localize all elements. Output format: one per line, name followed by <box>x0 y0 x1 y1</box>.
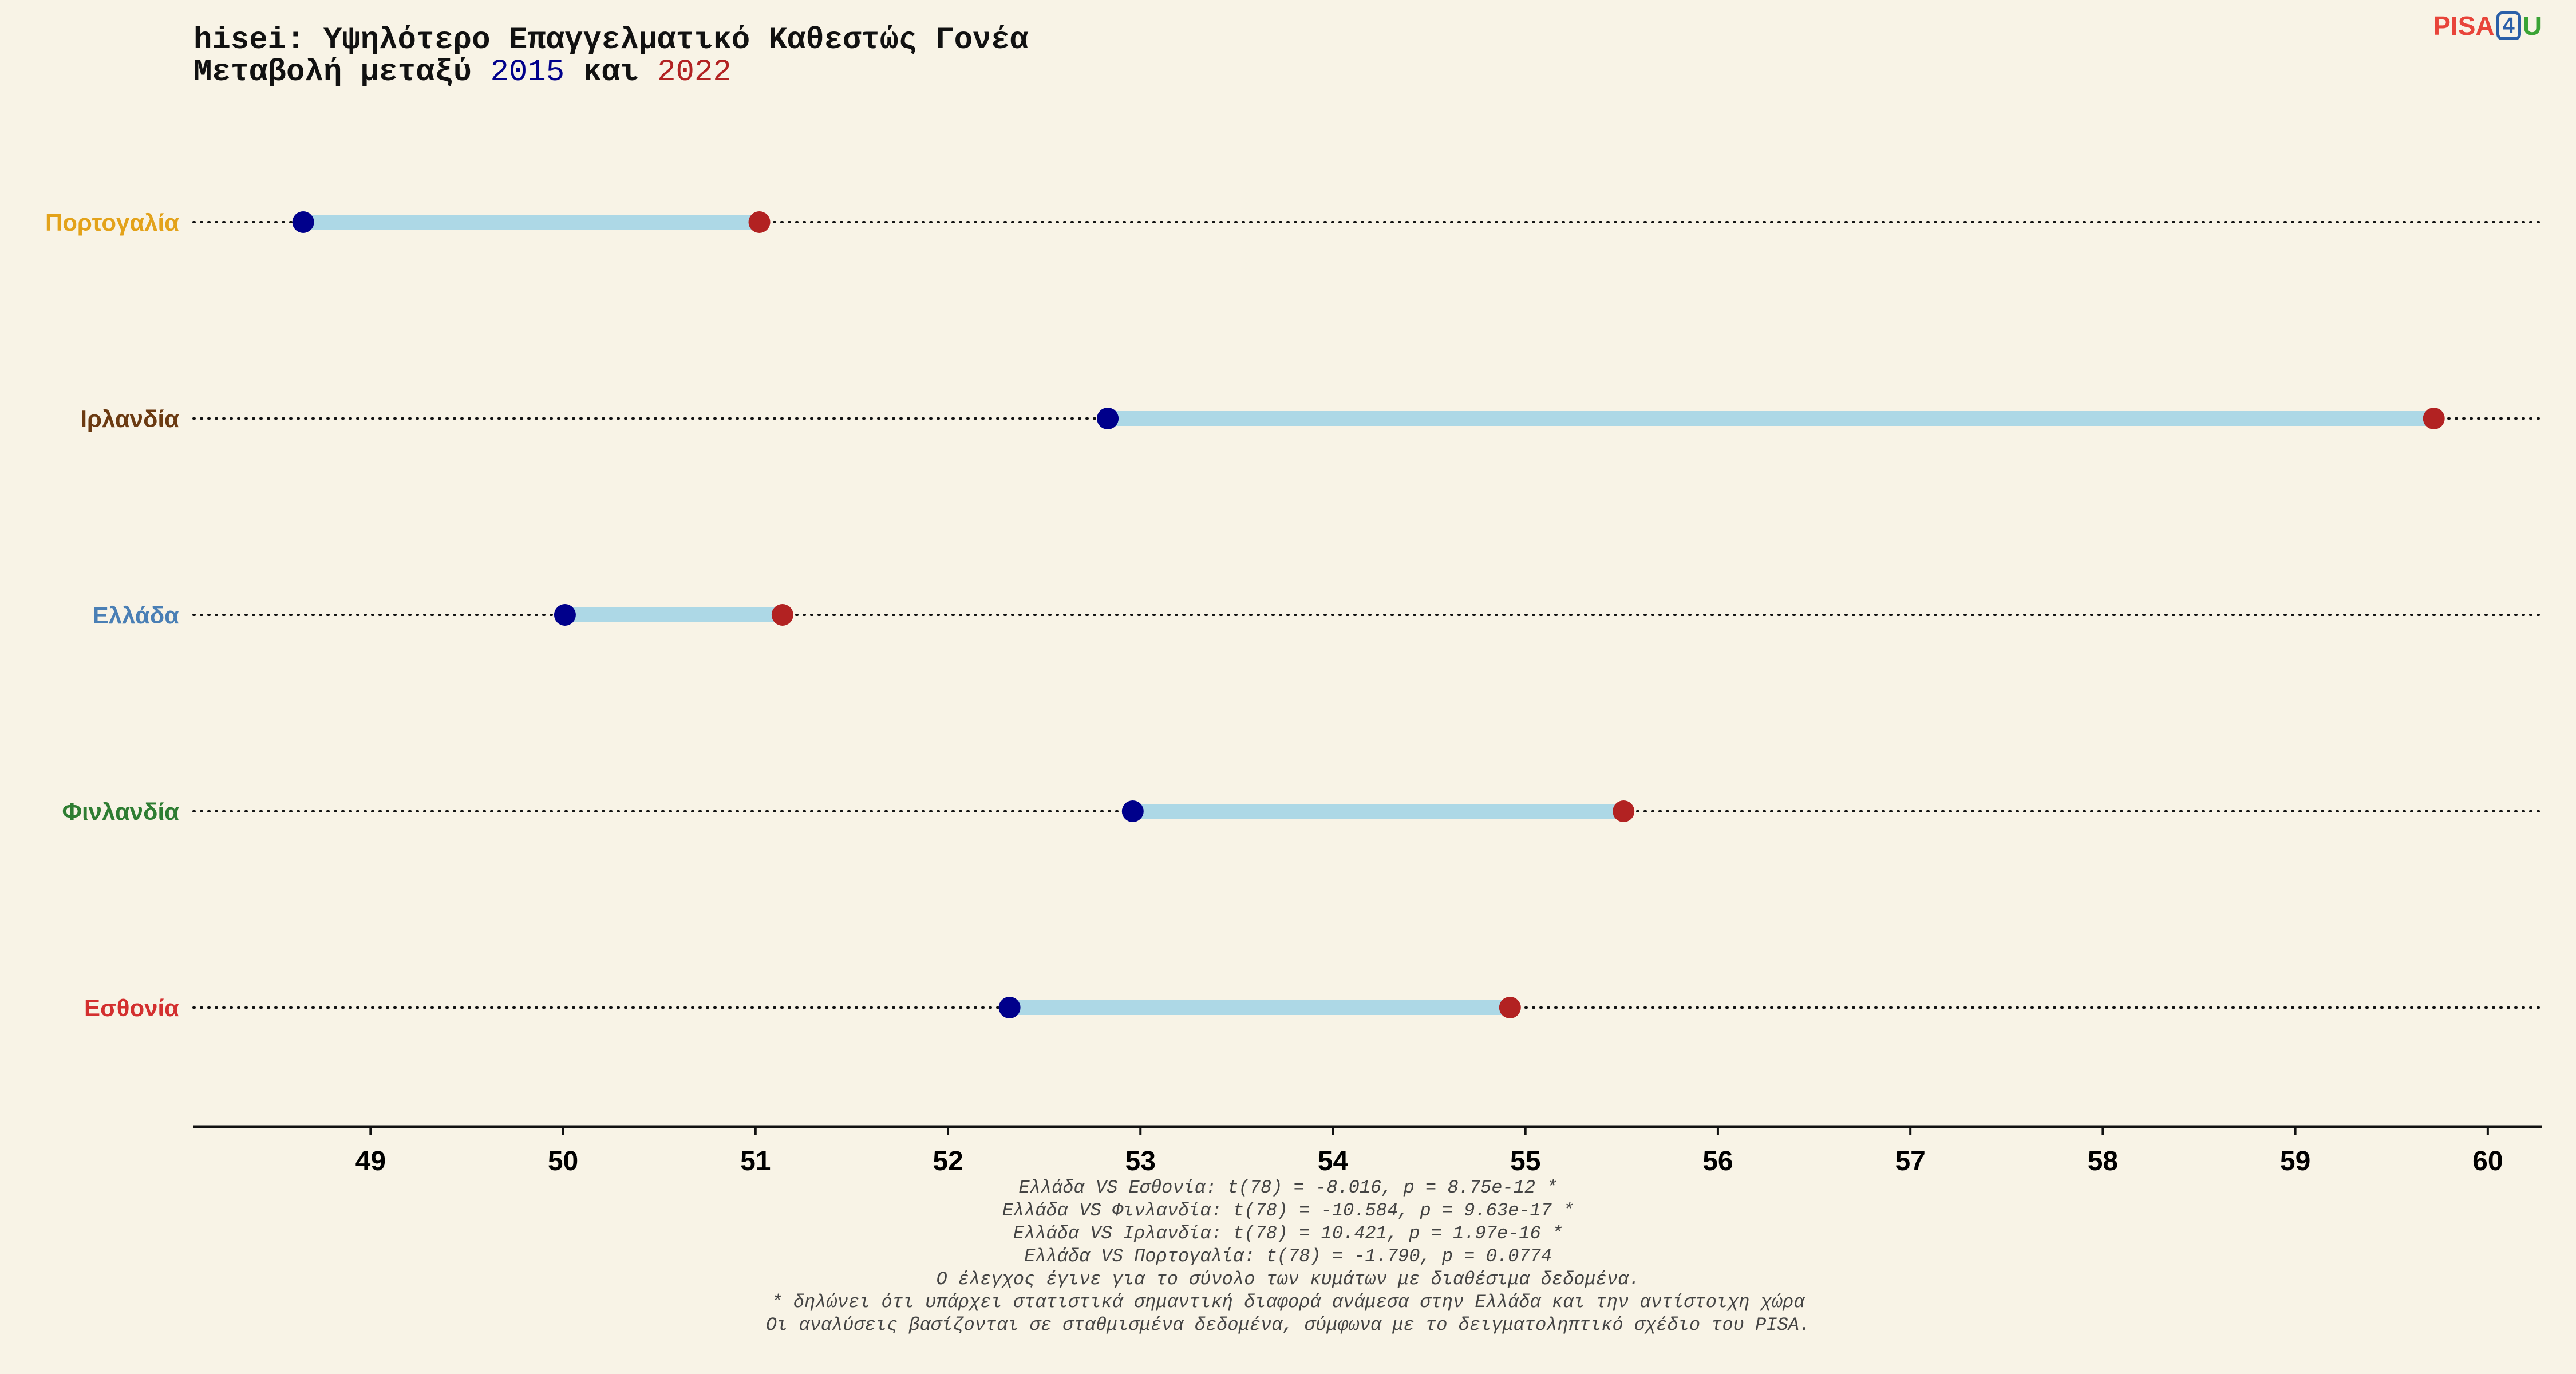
footnotes: Ελλάδα VS Εσθονία: t(78) = -8.016, p = 8… <box>0 1176 2576 1337</box>
chart-row: Ιρλανδία <box>80 405 2543 432</box>
country-label: Ιρλανδία <box>80 405 179 432</box>
point-2022 <box>1499 997 1521 1018</box>
logo-four-badge: 4 <box>2496 11 2521 40</box>
chart-row: Ελλάδα <box>93 602 2543 629</box>
country-label: Φινλανδία <box>62 798 180 825</box>
point-2015 <box>554 604 576 626</box>
subtitle-prefix: Μεταβολή μεταξύ <box>193 55 491 90</box>
x-tick-label: 54 <box>1318 1146 1349 1176</box>
point-2022 <box>748 211 771 233</box>
x-tick-label: 50 <box>548 1146 578 1176</box>
x-tick-label: 59 <box>2280 1146 2310 1176</box>
chart-title: hisei: Υψηλότερο Επαγγελματικό Καθεστώς … <box>193 23 1029 58</box>
note-line: Ελλάδα VS Ιρλανδία: t(78) = 10.421, p = … <box>1013 1223 1563 1244</box>
x-tick-label: 58 <box>2088 1146 2118 1176</box>
x-tick-label: 51 <box>740 1146 771 1176</box>
pisa4u-logo: PISA 4 U <box>2433 10 2542 41</box>
chart-row: Πορτογαλία <box>45 209 2543 236</box>
point-2015 <box>292 211 314 233</box>
note-line: Οι αναλύσεις βασίζονται σε σταθμισμένα δ… <box>765 1314 1811 1336</box>
note-line: Ο έλεγχος έγινε για το σύνολο των κυμάτω… <box>936 1269 1640 1290</box>
country-label: Ελλάδα <box>93 602 180 629</box>
logo-pisa-text: PISA <box>2433 11 2495 41</box>
x-tick-label: 60 <box>2472 1146 2503 1176</box>
logo-u-text: U <box>2522 11 2542 41</box>
note-line: * δηλώνει ότι υπάρχει στατιστικά σημαντι… <box>771 1292 1805 1313</box>
x-tick-label: 49 <box>355 1146 386 1176</box>
x-tick-label: 56 <box>1702 1146 1733 1176</box>
subtitle-year-2015: 2015 <box>490 55 565 90</box>
point-2015 <box>998 997 1021 1018</box>
x-tick-label: 52 <box>933 1146 963 1176</box>
note-line: Ελλάδα VS Φινλανδία: t(78) = -10.584, p … <box>1002 1200 1574 1221</box>
chart-row: Φινλανδία <box>62 798 2543 825</box>
point-2015 <box>1121 800 1144 822</box>
subtitle-middle: και <box>564 55 658 90</box>
point-2022 <box>2423 408 2445 429</box>
point-2015 <box>1097 408 1119 429</box>
note-line: Ελλάδα VS Εσθονία: t(78) = -8.016, p = 8… <box>1018 1177 1558 1198</box>
chart-subtitle: Μεταβολή μεταξύ 2015 και 2022 <box>193 55 732 90</box>
x-tick-label: 53 <box>1125 1146 1156 1176</box>
subtitle-year-2022: 2022 <box>657 55 732 90</box>
point-2022 <box>771 604 793 626</box>
x-tick-label: 55 <box>1510 1146 1540 1176</box>
chart-row: Εσθονία <box>84 994 2543 1021</box>
point-2022 <box>1613 800 1635 822</box>
x-tick-label: 57 <box>1895 1146 1925 1176</box>
note-line: Ελλάδα VS Πορτογαλία: t(78) = -1.790, p … <box>1024 1246 1552 1267</box>
country-label: Πορτογαλία <box>45 209 179 236</box>
country-label: Εσθονία <box>84 994 179 1021</box>
